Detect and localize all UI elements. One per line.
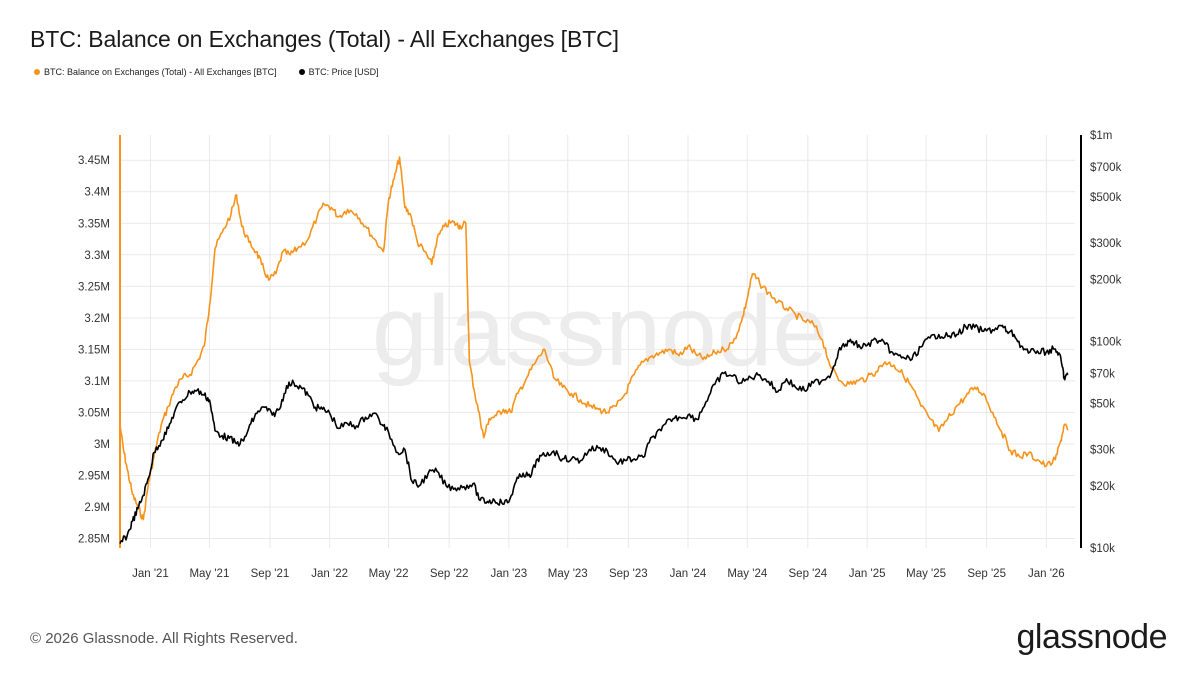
y-left-tick-label: 3.25M: [78, 281, 110, 293]
chart-title: BTC: Balance on Exchanges (Total) - All …: [30, 26, 619, 52]
legend-item-price[interactable]: BTC: Price [USD]: [298, 67, 379, 77]
x-tick-label: Sep '21: [251, 568, 290, 580]
y-right-tick-label: $300k: [1090, 238, 1122, 250]
y-left-tick-label: 3.4M: [84, 187, 110, 199]
x-tick-label: Jan '25: [849, 568, 886, 580]
chart-area: glassnode Jan '21 May '21 Sep '21 Jan '22 Ma…: [78, 130, 1122, 580]
y-right-tick-label: $700k: [1090, 162, 1122, 174]
x-tick-label: May '25: [906, 568, 946, 580]
y-left-tick-label: 3.05M: [78, 407, 110, 419]
balance-series-line: [119, 156, 1069, 521]
y-left-tick-label: 2.85M: [78, 534, 110, 546]
x-tick-label: Jan '23: [490, 568, 527, 580]
x-tick-label: May '21: [189, 568, 229, 580]
y-left-tick-label: 3.45M: [78, 155, 110, 167]
x-tick-label: Jan '21: [132, 568, 169, 580]
x-tick-label: May '23: [548, 568, 588, 580]
copyright-footer: © 2026 Glassnode. All Rights Reserved.: [30, 630, 298, 647]
y-right-tick-label: $200k: [1090, 274, 1122, 286]
y-left-tick-label: 2.95M: [78, 470, 110, 482]
x-tick-label: Sep '23: [609, 568, 648, 580]
y-right-tick-label: $20k: [1090, 481, 1115, 493]
y-left-tick-label: 3.2M: [84, 313, 110, 325]
x-tick-label: May '22: [369, 568, 409, 580]
legend-label-balance: BTC: Balance on Exchanges (Total) - All …: [44, 67, 277, 77]
y-left-tick-label: 3.3M: [84, 250, 110, 262]
axes: Jan '21 May '21 Sep '21 Jan '22 May '22 Sep '…: [78, 130, 1122, 580]
y-left-tick-label: 3M: [94, 439, 110, 451]
y-right-tick-label: $30k: [1090, 444, 1115, 456]
x-tick-label: Sep '22: [430, 568, 469, 580]
y-right-tick-label: $100k: [1090, 337, 1122, 349]
x-tick-label: Sep '25: [967, 568, 1006, 580]
x-tick-label: Jan '26: [1028, 568, 1065, 580]
legend-label-price: BTC: Price [USD]: [308, 67, 379, 77]
y-left-tick-label: 2.9M: [84, 502, 110, 514]
y-right-tick-label: $500k: [1090, 192, 1122, 204]
x-tick-label: Jan '24: [670, 568, 707, 580]
grid: [120, 135, 1075, 548]
y-right-tick-label: $50k: [1090, 399, 1115, 411]
glassnode-logo[interactable]: glassnode: [1016, 618, 1167, 656]
legend-dot-price-icon: [298, 69, 305, 75]
price-series-line: [119, 323, 1069, 544]
legend: BTC: Balance on Exchanges (Total) - All …: [34, 67, 379, 77]
x-tick-label: Jan '22: [311, 568, 348, 580]
y-left-tick-label: 3.1M: [84, 376, 110, 388]
y-right-tick-label: $10k: [1090, 543, 1115, 555]
y-right-tick-label: $70k: [1090, 368, 1115, 380]
series: [119, 156, 1069, 544]
watermark: glassnode: [372, 275, 828, 387]
legend-dot-balance-icon: [34, 69, 40, 75]
legend-item-balance[interactable]: BTC: Balance on Exchanges (Total) - All …: [34, 67, 277, 77]
y-right-tick-label: $1m: [1090, 130, 1112, 142]
y-left-tick-label: 3.15M: [78, 344, 110, 356]
y-left-tick-label: 3.35M: [78, 218, 110, 230]
x-tick-label: May '24: [727, 568, 768, 580]
x-tick-label: Sep '24: [789, 568, 828, 580]
